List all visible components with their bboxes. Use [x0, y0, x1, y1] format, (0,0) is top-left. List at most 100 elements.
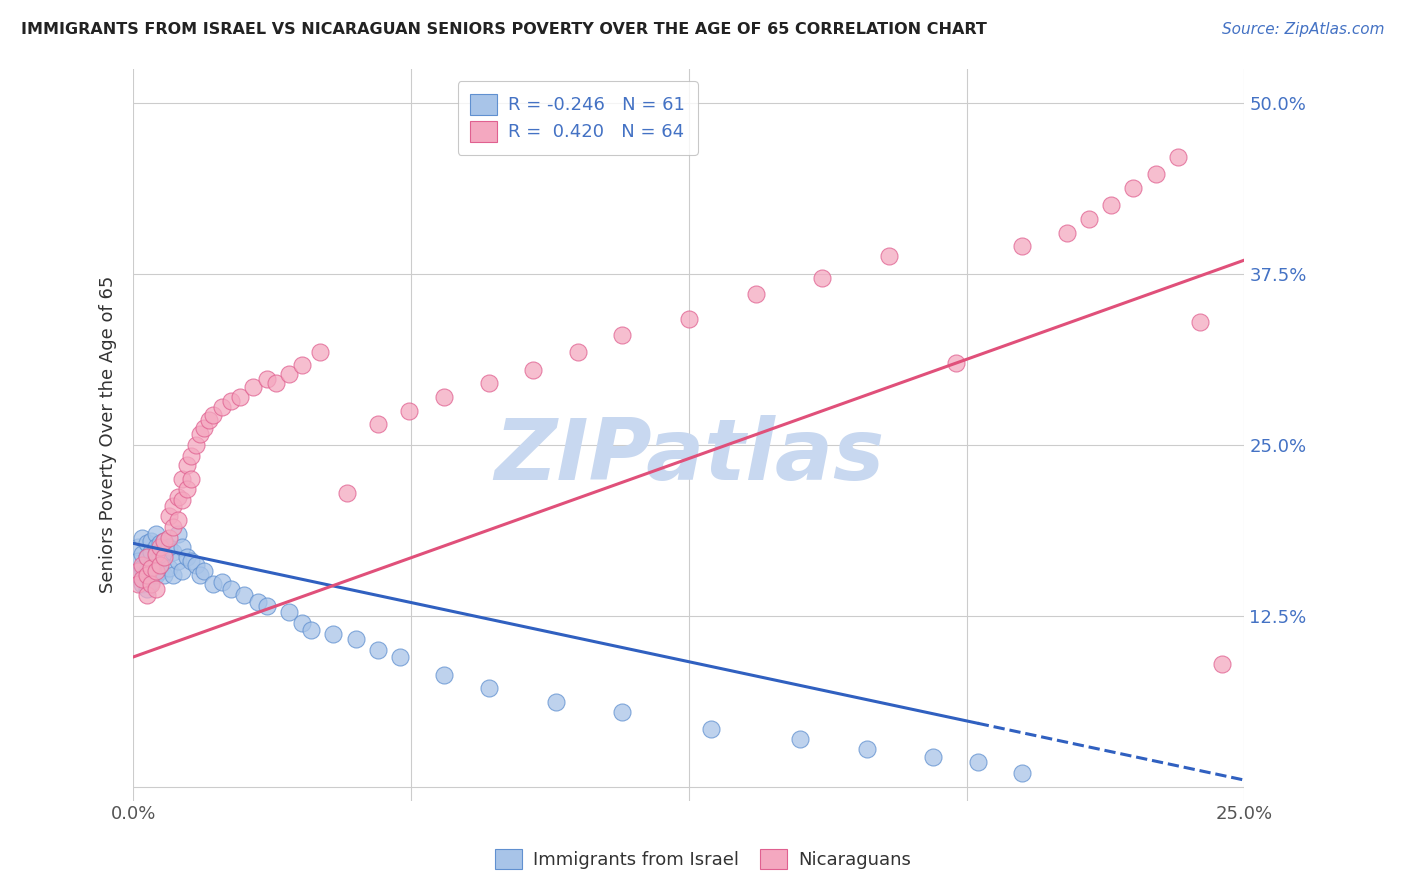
Point [367, 643, 389, 657]
Point [309, 344, 332, 359]
Point [388, 649, 411, 664]
Point [256, 372, 278, 386]
Point [131, 531, 153, 545]
Point [188, 567, 211, 582]
Point [172, 472, 194, 486]
Point [242, 380, 264, 394]
Point [219, 582, 242, 596]
Text: Source: ZipAtlas.com: Source: ZipAtlas.com [1222, 22, 1385, 37]
Point [1011, 239, 1033, 253]
Text: ZIPatlas: ZIPatlas [494, 415, 884, 498]
Point [188, 426, 211, 441]
Point [166, 526, 188, 541]
Point [139, 544, 162, 558]
Point [135, 582, 157, 596]
Point [162, 544, 184, 558]
Point [922, 749, 945, 764]
Point [157, 531, 180, 545]
Point [135, 588, 157, 602]
Legend: R = -0.246   N = 61, R =  0.420   N = 64: R = -0.246 N = 61, R = 0.420 N = 64 [458, 81, 697, 154]
Point [700, 723, 723, 737]
Point [153, 533, 176, 548]
Point [135, 549, 157, 564]
Point [478, 376, 501, 391]
Point [145, 564, 167, 578]
Point [145, 567, 167, 582]
Point [1011, 766, 1033, 780]
Point [1122, 180, 1144, 194]
Point [202, 577, 225, 591]
Point [522, 362, 544, 376]
Point [945, 356, 967, 370]
Point [176, 549, 198, 564]
Point [149, 536, 172, 550]
Point [180, 472, 202, 486]
Point [149, 541, 172, 555]
Point [277, 367, 299, 381]
Point [127, 567, 149, 582]
Point [789, 732, 811, 747]
Point [145, 541, 167, 555]
Point [246, 595, 269, 609]
Point [180, 554, 202, 568]
Point [336, 485, 359, 500]
Point [176, 458, 198, 473]
Point [157, 541, 180, 555]
Point [162, 500, 184, 514]
Point [172, 492, 194, 507]
Legend: Immigrants from Israel, Nicaraguans: Immigrants from Israel, Nicaraguans [486, 839, 920, 879]
Point [131, 558, 153, 573]
Point [744, 287, 766, 301]
Point [229, 390, 252, 404]
Point [166, 490, 188, 504]
Point [233, 588, 256, 602]
Point [1056, 226, 1078, 240]
Point [172, 564, 194, 578]
Point [149, 549, 172, 564]
Point [145, 547, 167, 561]
Point [145, 554, 167, 568]
Point [398, 403, 420, 417]
Point [299, 623, 322, 637]
Point [131, 547, 153, 561]
Point [139, 533, 162, 548]
Point [139, 558, 162, 573]
Point [153, 533, 176, 548]
Point [1077, 212, 1099, 227]
Point [135, 567, 157, 582]
Point [166, 554, 188, 568]
Point [877, 249, 900, 263]
Point [176, 482, 198, 496]
Y-axis label: Seniors Poverty Over the Age of 65: Seniors Poverty Over the Age of 65 [100, 276, 117, 593]
Point [678, 312, 700, 326]
Point [193, 564, 215, 578]
Point [211, 400, 233, 414]
Point [1211, 657, 1233, 671]
Point [544, 695, 567, 709]
Point [139, 561, 162, 575]
Point [157, 508, 180, 523]
Point [256, 599, 278, 614]
Point [131, 577, 153, 591]
Point [567, 344, 589, 359]
Point [1144, 167, 1167, 181]
Point [277, 605, 299, 619]
Point [172, 541, 194, 555]
Point [198, 413, 221, 427]
Point [291, 615, 314, 630]
Point [127, 577, 149, 591]
Point [1099, 198, 1122, 212]
Point [135, 564, 157, 578]
Point [131, 561, 153, 575]
Point [127, 541, 149, 555]
Point [1188, 315, 1211, 329]
Point [166, 513, 188, 527]
Point [184, 558, 207, 573]
Point [433, 390, 456, 404]
Point [135, 536, 157, 550]
Point [127, 554, 149, 568]
Point [135, 549, 157, 564]
Point [153, 547, 176, 561]
Point [322, 626, 344, 640]
Point [145, 582, 167, 596]
